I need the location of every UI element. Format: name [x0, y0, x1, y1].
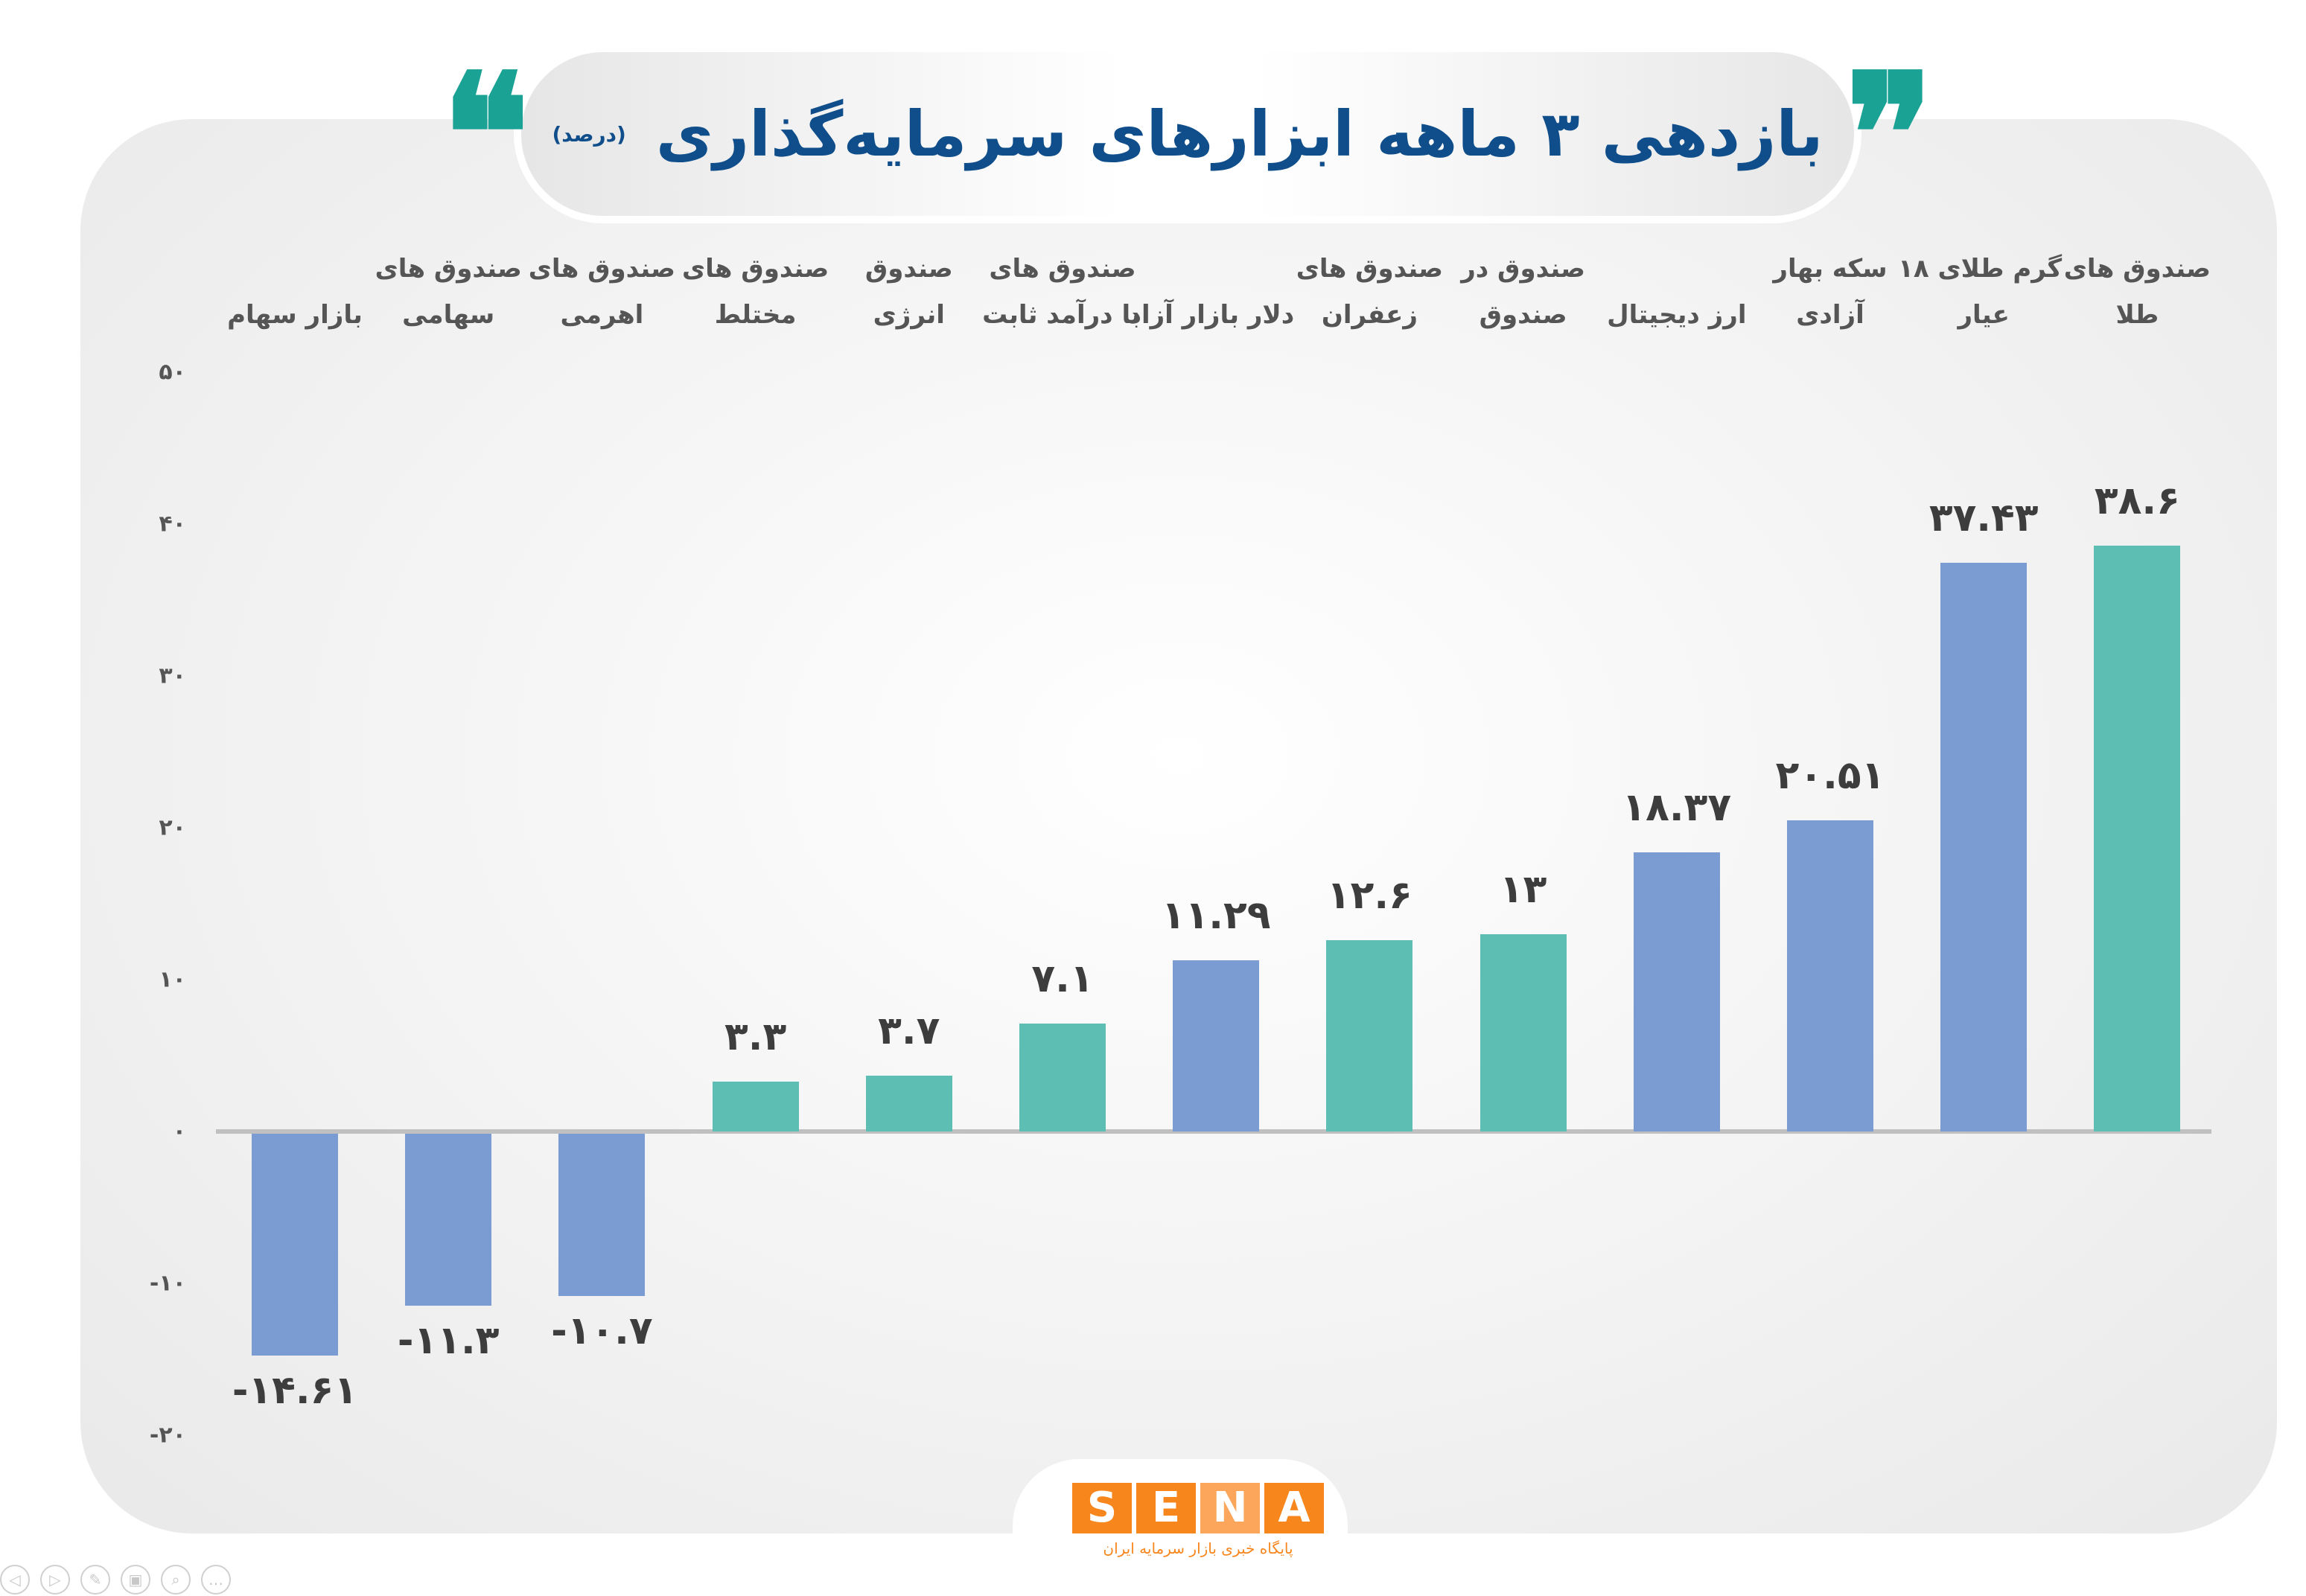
category-label-line1: گرم طلای ۱۸	[1898, 254, 2063, 284]
bar	[1019, 1024, 1106, 1131]
category-label-line2: سهامی	[402, 300, 495, 330]
category-label-line1: صندوق های	[2063, 254, 2211, 284]
category-label: صندوق انرژی	[831, 246, 987, 338]
bar	[1173, 960, 1260, 1131]
y-tick-label: -۲۰	[149, 1422, 186, 1449]
category-label: صندوق در صندوق	[1445, 246, 1602, 338]
category-label: سکه بهار آزادی	[1752, 246, 1908, 338]
category-label: صندوق های با درآمد ثابت	[982, 246, 1141, 338]
bar	[1326, 939, 1413, 1131]
category-label-line2: عیار	[1958, 300, 2010, 330]
category-label-line1	[1138, 246, 1294, 292]
category-label-line2: اهرمی	[560, 300, 644, 330]
bar-value-label: ۳۸.۶	[2094, 478, 2180, 523]
bar	[1633, 852, 1720, 1131]
previous-slide-icon[interactable]: ◁	[0, 1565, 30, 1595]
category-label-line2: بازار سهام	[227, 300, 363, 330]
y-tick-label: ۴۰	[159, 511, 186, 537]
close-quote-icon: ❝	[442, 37, 530, 230]
category-label: دلار بازار آزاد	[1128, 246, 1295, 338]
category-label: گرم طلای ۱۸ عیار	[1898, 246, 2063, 338]
bar	[1940, 563, 2028, 1131]
logo-letter-s: S	[1072, 1483, 1132, 1533]
bar-value-label: ۳.۷	[878, 1008, 940, 1053]
category-label-line1: صندوق های	[375, 254, 522, 284]
bar	[865, 1075, 952, 1131]
bar-value-label: -۱۴.۶۱	[232, 1368, 358, 1414]
bar	[1480, 933, 1567, 1131]
pen-icon[interactable]: ✎	[80, 1565, 110, 1595]
logo-letter-e: E	[1136, 1483, 1196, 1533]
category-label-line2: زعفران	[1321, 300, 1418, 330]
next-slide-icon[interactable]: ▷	[40, 1565, 70, 1595]
bar	[558, 1134, 646, 1297]
category-label-line1: صندوق در	[1461, 254, 1585, 284]
y-tick-label: ۵۰	[159, 359, 186, 386]
y-tick-label: ۰	[172, 1118, 186, 1145]
category-label-line2: طلا	[2115, 300, 2159, 330]
category-label: بازار سهام	[217, 246, 373, 338]
chart-title-unit: (درصد)	[552, 121, 626, 147]
category-label-line1	[217, 246, 373, 292]
bar-value-label: ۳۷.۴۳	[1928, 496, 2039, 541]
bar-value-label: ۱۱.۲۹	[1161, 893, 1271, 938]
bar	[2094, 545, 2181, 1131]
bar-value-label: ۲۰.۵۱	[1775, 753, 1885, 798]
bar-value-label: ۱۸.۳۷	[1622, 785, 1732, 831]
bar-value-label: ۳.۳	[724, 1014, 787, 1059]
category-label-line1: صندوق های	[528, 254, 676, 284]
bar-value-label: ۷.۱	[1031, 957, 1094, 1002]
bar-value-label: ۱۲.۶	[1326, 872, 1412, 918]
y-tick-label: -۱۰	[149, 1270, 186, 1297]
category-label-line1: صندوق های	[989, 254, 1136, 284]
bar	[405, 1134, 492, 1306]
category-label-line1: سکه بهار	[1773, 254, 1888, 284]
y-tick-label: ۲۰	[159, 814, 186, 841]
open-quote-icon: ❞	[1845, 37, 1934, 230]
bar	[712, 1081, 799, 1131]
zero-baseline	[216, 1129, 2211, 1134]
category-label-line2: مختلط	[714, 300, 797, 330]
bar-value-label: ۱۳	[1499, 866, 1547, 912]
category-label-line1: صندوق های	[1296, 254, 1444, 284]
category-label-line2: ارز دیجیتال	[1607, 300, 1747, 330]
category-label-line2: دلار بازار آزاد	[1128, 300, 1295, 330]
category-label: صندوق های مختلط	[678, 246, 834, 338]
category-label-line1	[1599, 246, 1755, 292]
bar-value-label: -۱۱.۳	[397, 1318, 500, 1363]
y-tick-label: ۱۰	[159, 966, 186, 993]
logo-subtitle: پایگاه خبری بازار سرمایه ایران	[1103, 1539, 1293, 1557]
sena-logo: S E N A	[1072, 1483, 1324, 1533]
category-label: صندوق های سهامی	[370, 246, 526, 338]
bar-value-label: -۱۰.۷	[551, 1309, 653, 1354]
category-label-line2: آزادی	[1796, 300, 1864, 330]
presentation-controls: ◁ ▷ ✎ ▣ ⌕ …	[0, 1565, 231, 1595]
category-label-line1: صندوق های	[681, 254, 829, 284]
category-label-line2: انرژی	[873, 300, 945, 330]
category-label-line2: با درآمد ثابت	[982, 300, 1141, 330]
bar	[1787, 820, 1873, 1131]
y-tick-label: ۳۰	[159, 663, 186, 689]
zoom-icon[interactable]: ⌕	[161, 1565, 191, 1595]
category-label: صندوق های زعفران	[1291, 246, 1447, 338]
category-label: صندوق های طلا	[2059, 246, 2215, 338]
slides-grid-icon[interactable]: ▣	[121, 1565, 150, 1595]
bar	[252, 1134, 338, 1356]
logo-letter-a: A	[1264, 1483, 1324, 1533]
chart-title: بازدهی ۳ ماهه ابزارهای سرمایه‌گذاری	[655, 98, 1824, 170]
category-label: ارز دیجیتال	[1599, 246, 1755, 338]
category-label-line2: صندوق	[1479, 300, 1567, 330]
more-options-icon[interactable]: …	[201, 1565, 231, 1595]
category-label: صندوق های اهرمی	[523, 246, 680, 338]
category-label-line1: صندوق	[864, 254, 953, 284]
logo-letter-n: N	[1200, 1483, 1260, 1533]
chart-title-banner: ❞ بازدهی ۳ ماهه ابزارهای سرمایه‌گذاری (د…	[442, 52, 1934, 216]
